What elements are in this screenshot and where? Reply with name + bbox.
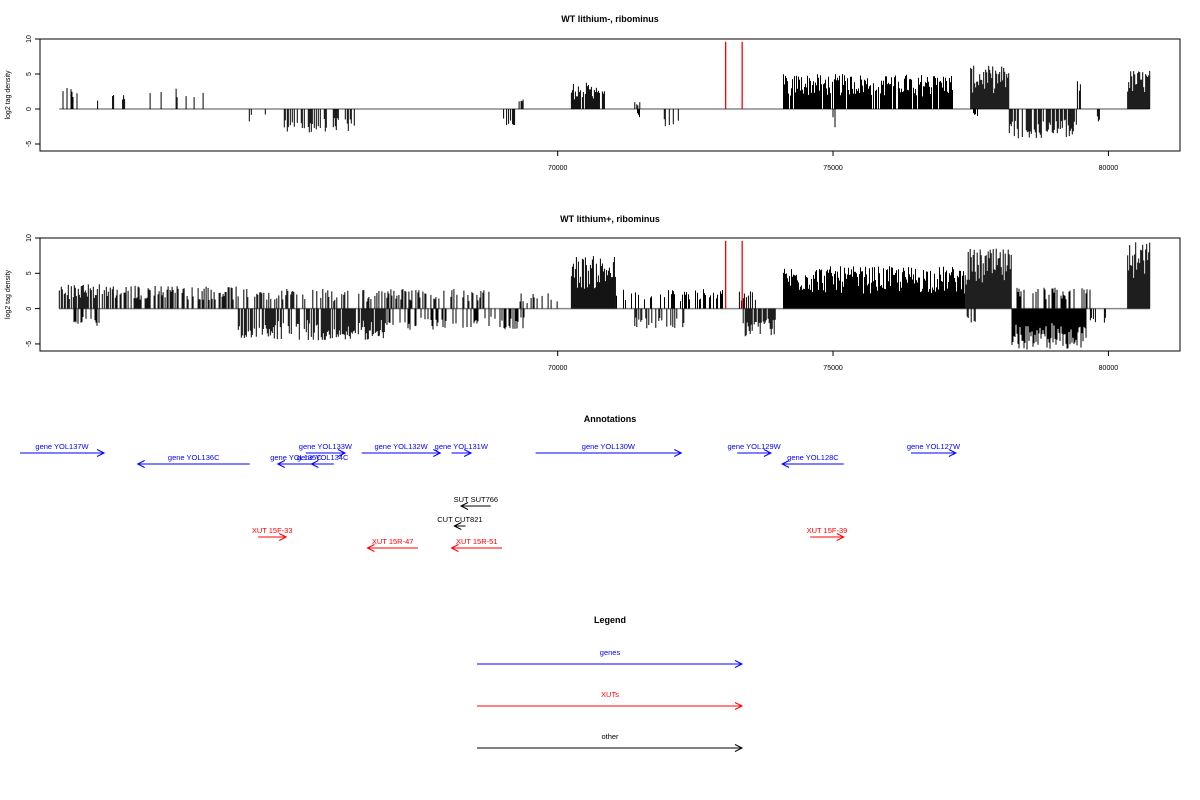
arrow-head [450, 544, 459, 552]
legend-label: XUTs [601, 690, 619, 699]
feature-arrow-gene [451, 449, 473, 457]
legend-title: Legend [594, 615, 626, 625]
annotations-title: Annotations [584, 414, 637, 424]
x-tick-label: 80000 [1099, 365, 1119, 372]
plot-frame-2 [39, 237, 1181, 352]
y-axis-label: log2 tag density [5, 269, 12, 319]
feature-label: gene YOL133W [299, 442, 353, 451]
arrow-head [948, 449, 957, 457]
feature-label: gene YOL132W [374, 442, 428, 451]
track-title-1: WT lithium-, ribominus [561, 14, 659, 24]
arrow-head [96, 449, 106, 457]
feature-label: gene YOL131W [435, 442, 489, 451]
feature-arrow-gene [305, 449, 347, 457]
y-tick-label: 0 [26, 107, 33, 111]
arrow-head [337, 449, 347, 457]
arrow-head [734, 660, 744, 668]
arrow-head [276, 460, 286, 468]
feature-arrow-gene [276, 460, 315, 468]
x-tick-label: 70000 [548, 165, 568, 172]
feature-label: gene YOL130W [582, 442, 636, 451]
feature-label: gene YOL137W [35, 442, 89, 451]
feature-arrow-gene [20, 449, 106, 457]
legend-label: genes [600, 648, 621, 657]
y-tick-label: 5 [26, 72, 33, 76]
x-tick-label: 80000 [1099, 165, 1119, 172]
feature-arrow-gene [361, 449, 442, 457]
arrow-head [366, 544, 375, 552]
x-tick-label: 70000 [548, 365, 568, 372]
feature-label: gene YOL134C [297, 453, 349, 462]
y-tick-label: -5 [26, 141, 33, 147]
feature-label: gene YOL135C [270, 453, 322, 462]
arrow-head [463, 449, 473, 457]
feature-label: XUT 15F-33 [252, 526, 293, 535]
feature-label: gene YOL129W [727, 442, 781, 451]
arrow-head [278, 533, 288, 541]
feature-arrow-xut [258, 533, 288, 541]
feature-label: gene YOL127W [907, 442, 961, 451]
arrow-head [781, 460, 790, 468]
x-tick-label: 75000 [823, 365, 843, 372]
y-tick-label: 10 [26, 35, 33, 43]
feature-arrow-gene [535, 449, 683, 457]
arrow-head [453, 522, 462, 530]
feature-label: SUT SUT766 [454, 495, 498, 504]
feature-label: gene YOL128C [787, 453, 839, 462]
feature-label: XUT 15R-51 [456, 537, 498, 546]
feature-label: CUT CUT821 [437, 515, 482, 524]
y-tick-label: -5 [26, 341, 33, 347]
density-bars-1 [62, 65, 1151, 139]
feature-arrow-xut [366, 544, 418, 552]
y-tick-label: 0 [26, 307, 33, 311]
arrow-head [433, 449, 442, 457]
x-tick-label: 75000 [823, 165, 843, 172]
feature-label: gene YOL136C [168, 453, 220, 462]
feature-label: XUT 15R-47 [372, 537, 414, 546]
legend-arrow [477, 660, 744, 668]
feature-arrow-other [459, 502, 491, 510]
density-bars-2 [58, 242, 1151, 350]
arrow-head [734, 702, 744, 710]
arrow-head [836, 533, 845, 541]
legend-arrow [477, 702, 744, 710]
plot-frame-1 [39, 38, 1181, 152]
track-title-2: WT lithium+, ribominus [560, 214, 660, 224]
feature-label: XUT 15F-39 [807, 526, 848, 535]
feature-arrow-gene [136, 460, 250, 468]
arrow-head [459, 502, 469, 510]
legend-arrow [477, 744, 744, 752]
feature-arrow-gene [737, 449, 773, 457]
y-tick-label: 5 [26, 271, 33, 275]
y-axis-label: log2 tag density [5, 70, 12, 120]
feature-arrow-gene [781, 460, 844, 468]
arrow-head [674, 449, 683, 457]
arrow-head [310, 460, 319, 468]
feature-arrow-gene [310, 460, 334, 468]
feature-arrow-gene [911, 449, 957, 457]
feature-arrow-xut [450, 544, 502, 552]
arrow-head [136, 460, 145, 468]
arrow-head [763, 449, 773, 457]
y-tick-label: 10 [26, 234, 33, 242]
arrow-head [734, 744, 744, 752]
feature-arrow-xut [810, 533, 845, 541]
legend-label: other [601, 732, 619, 741]
feature-arrow-other [453, 522, 466, 530]
